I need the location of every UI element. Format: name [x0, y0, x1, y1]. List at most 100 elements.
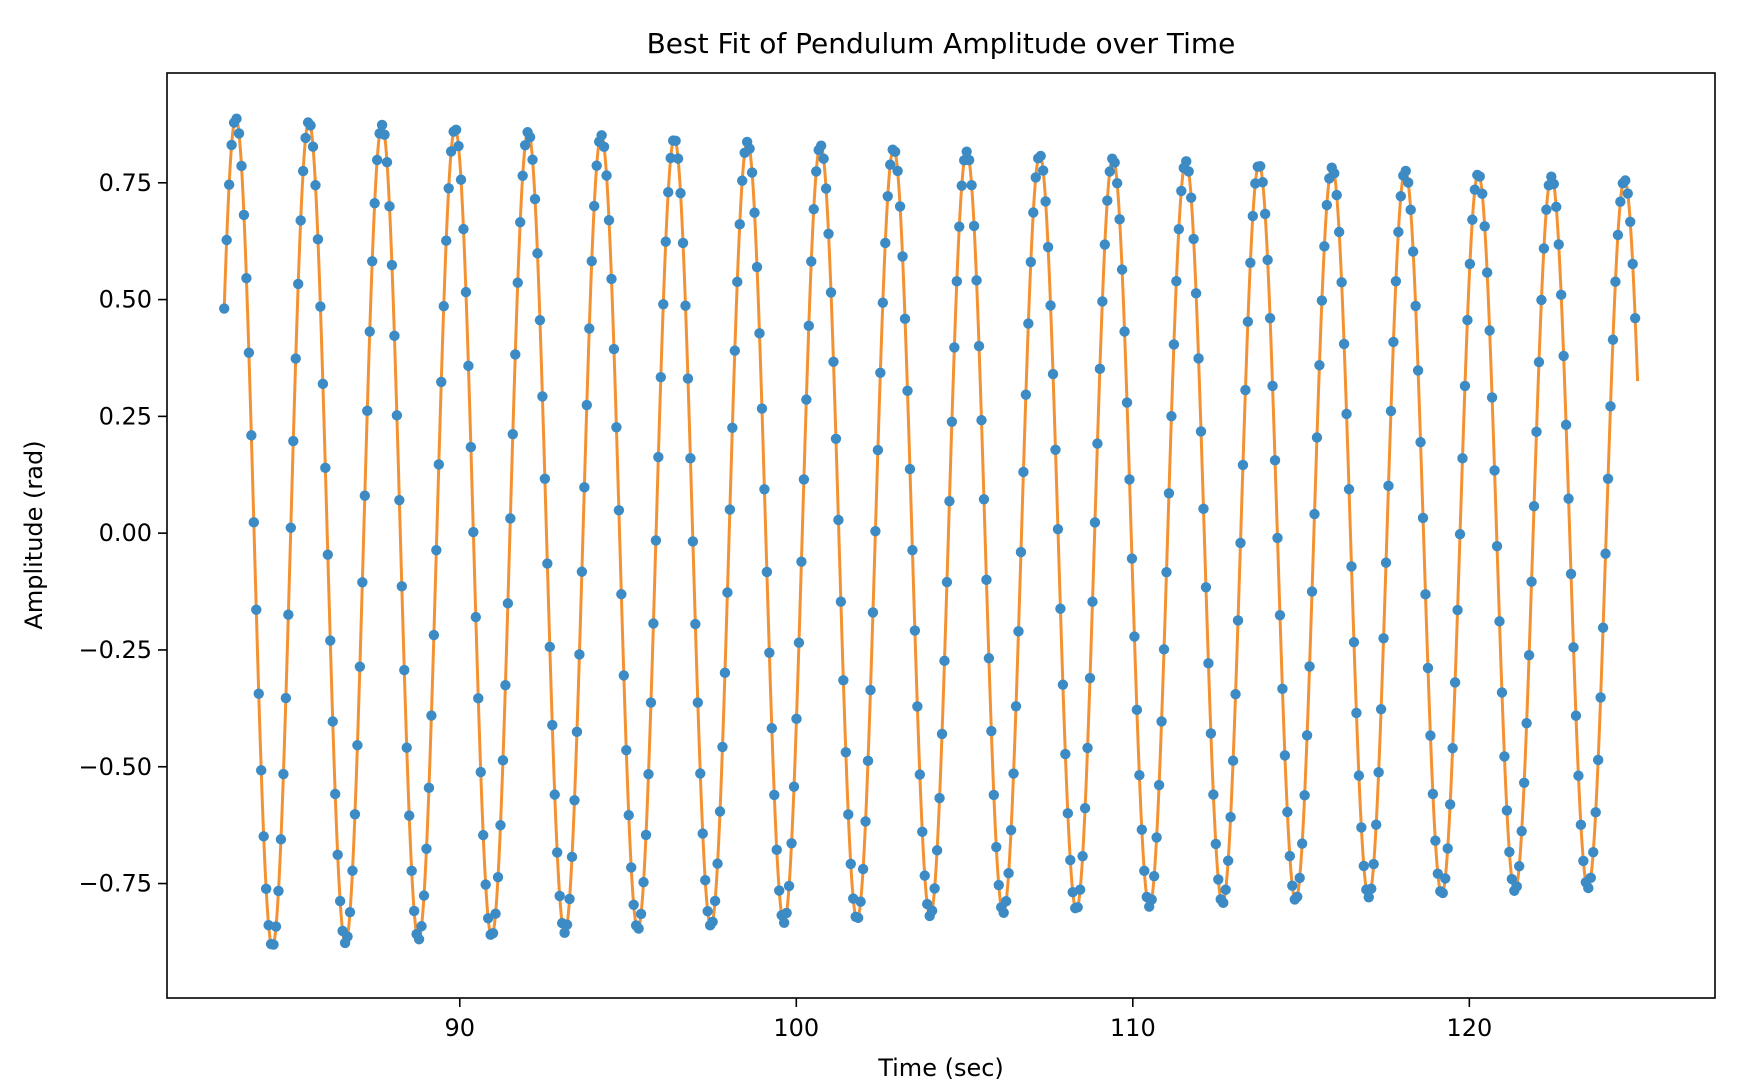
data-point	[971, 275, 982, 286]
data-point	[386, 259, 398, 271]
data-point	[559, 927, 570, 939]
data-point	[1136, 824, 1148, 835]
data-point	[828, 356, 839, 367]
data-point	[1521, 718, 1532, 729]
data-point	[798, 474, 810, 485]
data-point	[1380, 557, 1392, 568]
data-point	[584, 323, 595, 334]
data-point	[438, 301, 449, 312]
data-point	[640, 829, 652, 841]
data-point	[1309, 508, 1320, 520]
data-point	[1010, 701, 1022, 712]
data-point	[1089, 517, 1101, 528]
y-tick-label: 0.25	[99, 402, 152, 430]
y-tick-label: −0.50	[78, 753, 152, 781]
data-point	[781, 907, 792, 919]
data-point	[537, 391, 548, 402]
data-point	[273, 885, 284, 897]
data-point	[275, 834, 287, 845]
data-point	[1097, 296, 1108, 307]
data-point	[347, 865, 358, 876]
data-point	[1528, 500, 1540, 512]
data-point	[256, 765, 267, 776]
data-point	[433, 459, 445, 470]
data-point	[591, 160, 602, 171]
data-point	[327, 716, 338, 727]
data-point	[1168, 339, 1180, 350]
data-point	[801, 394, 812, 405]
data-point	[1200, 582, 1212, 593]
data-point	[455, 174, 467, 185]
data-point	[1163, 488, 1175, 499]
data-point	[650, 535, 662, 546]
data-point	[835, 596, 847, 607]
data-point	[1230, 688, 1241, 700]
data-point	[1420, 589, 1431, 600]
data-point	[1346, 561, 1357, 572]
data-point	[860, 816, 871, 827]
data-point	[613, 505, 625, 516]
data-point	[1427, 788, 1439, 800]
data-point	[1592, 754, 1604, 766]
y-axis-title: Amplitude (rad)	[20, 440, 48, 629]
data-point	[628, 899, 639, 910]
data-point	[934, 792, 945, 804]
data-point	[1538, 243, 1550, 254]
data-point	[988, 789, 1000, 801]
data-point	[751, 261, 763, 273]
data-point	[727, 422, 738, 433]
data-point	[931, 845, 943, 856]
data-point	[1116, 264, 1128, 275]
data-point	[1506, 873, 1518, 885]
data-point	[389, 330, 400, 342]
data-point	[423, 782, 435, 794]
data-point	[445, 146, 457, 157]
data-point	[838, 675, 849, 686]
data-point	[470, 611, 482, 623]
data-point	[1092, 438, 1103, 449]
data-point	[1526, 576, 1537, 587]
data-point	[638, 877, 649, 888]
data-point	[226, 139, 237, 151]
data-point	[332, 849, 343, 860]
data-point	[1255, 161, 1266, 172]
data-point	[914, 769, 926, 780]
data-point	[1052, 523, 1064, 535]
data-point	[589, 200, 600, 212]
data-point	[280, 692, 292, 704]
data-point	[1568, 642, 1579, 653]
data-point	[749, 207, 760, 218]
data-point	[1501, 805, 1513, 816]
data-point	[1629, 312, 1641, 324]
data-point	[579, 482, 590, 493]
data-point	[791, 713, 802, 725]
data-point	[334, 895, 346, 907]
data-point	[1296, 838, 1308, 849]
data-point	[1457, 453, 1468, 464]
data-point	[1242, 316, 1254, 327]
data-point	[1329, 168, 1340, 179]
data-point	[1417, 512, 1429, 524]
data-point	[539, 473, 551, 484]
data-point	[976, 414, 987, 426]
data-point	[426, 710, 437, 721]
data-point	[714, 806, 726, 817]
data-point	[949, 342, 960, 353]
data-point	[1541, 204, 1552, 215]
data-point	[818, 153, 829, 164]
data-point	[1294, 872, 1305, 884]
data-point	[278, 768, 289, 780]
data-point	[1139, 865, 1150, 877]
data-point	[1575, 819, 1587, 831]
data-point	[241, 272, 252, 284]
data-point	[221, 234, 232, 246]
data-point	[1477, 188, 1488, 199]
data-point	[825, 287, 837, 298]
data-point	[1156, 716, 1167, 727]
data-point	[840, 747, 852, 758]
data-point	[764, 647, 775, 658]
data-point	[500, 680, 511, 691]
data-point	[954, 221, 965, 232]
data-point	[1452, 604, 1463, 616]
data-point	[251, 604, 262, 615]
